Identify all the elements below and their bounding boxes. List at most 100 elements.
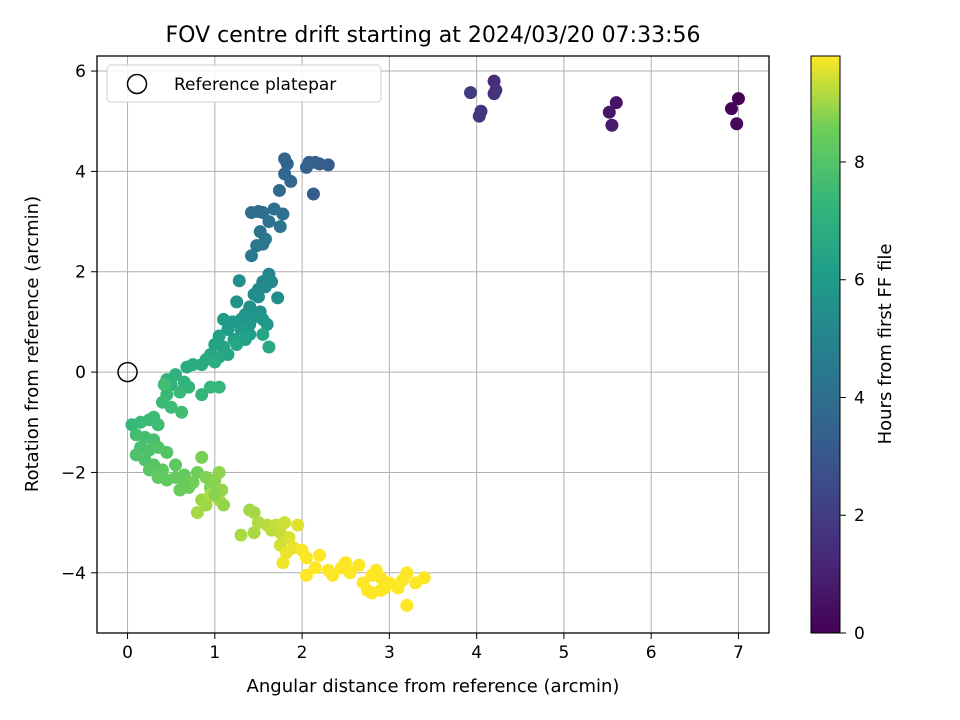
data-point — [724, 102, 738, 116]
reference-platepar-marker — [117, 361, 138, 383]
data-point — [605, 118, 619, 132]
data-point — [609, 96, 623, 110]
x-axis-ticks: 0 1 2 3 4 5 6 7 — [122, 633, 744, 663]
x-tick-label: 1 — [209, 643, 220, 663]
data-point — [230, 338, 244, 351]
data-point — [195, 388, 209, 402]
data-point — [273, 220, 287, 234]
x-tick-label: 2 — [297, 643, 308, 663]
colorbar-ticks: 0 2 4 6 8 — [840, 153, 865, 644]
data-point — [247, 506, 261, 520]
data-point — [417, 571, 431, 585]
data-point — [299, 551, 313, 565]
colorbar-tick-label: 0 — [854, 624, 865, 644]
colorbar-tick-label: 4 — [854, 388, 865, 408]
data-point — [256, 327, 270, 341]
data-point — [244, 206, 258, 220]
colorbar-gradient — [810, 55, 841, 634]
data-point — [169, 458, 183, 472]
data-point — [306, 187, 320, 201]
colorbar-tick-label: 2 — [854, 506, 865, 526]
data-point — [299, 568, 313, 582]
y-tick-label: 2 — [75, 263, 86, 283]
data-point — [730, 117, 744, 131]
data-point — [247, 526, 261, 540]
grid-lines — [97, 56, 769, 633]
data-point — [212, 380, 226, 394]
data-point — [151, 418, 165, 432]
data-point — [173, 385, 187, 399]
y-tick-label: −4 — [61, 564, 86, 584]
data-point — [212, 465, 226, 479]
data-point — [160, 445, 174, 459]
legend-label: Reference platepar — [174, 75, 336, 95]
data-point — [731, 92, 745, 106]
data-point — [299, 160, 313, 174]
legend: Reference platepar — [106, 64, 382, 103]
data-point — [276, 556, 290, 570]
y-tick-label: −2 — [61, 463, 86, 483]
data-point — [217, 312, 231, 326]
data-point — [151, 470, 165, 484]
data-point — [164, 400, 178, 414]
data-point — [276, 207, 290, 221]
data-point — [374, 583, 388, 597]
data-point — [260, 317, 274, 331]
data-point — [279, 546, 293, 560]
data-point — [190, 506, 204, 520]
data-point — [472, 109, 486, 123]
data-point — [232, 274, 246, 288]
y-axis-label: Rotation from reference (arcmin) — [22, 196, 43, 492]
y-tick-label: 4 — [75, 162, 86, 182]
x-axis-label: Angular distance from reference (arcmin) — [247, 676, 620, 697]
data-point — [278, 167, 292, 181]
y-axis-ticks: −4 −2 0 2 4 6 — [61, 62, 97, 584]
legend-marker — [126, 73, 148, 95]
data-point — [230, 295, 244, 309]
data-point — [313, 548, 327, 562]
data-point — [308, 561, 322, 575]
chart-title: FOV centre drift starting at 2024/03/20 … — [166, 23, 701, 48]
data-point — [489, 83, 503, 97]
colorbar-label: Hours from first FF file — [875, 244, 896, 445]
y-tick-label: 0 — [75, 363, 86, 383]
data-point — [464, 86, 478, 100]
colorbar-tick-label: 6 — [854, 271, 865, 291]
data-point — [157, 378, 171, 392]
data-point — [291, 518, 305, 532]
x-tick-label: 3 — [384, 643, 395, 663]
data-point — [352, 558, 366, 572]
data-point — [326, 568, 340, 582]
data-point — [175, 405, 189, 419]
x-tick-label: 6 — [646, 643, 657, 663]
data-point — [142, 463, 156, 477]
data-point — [282, 531, 296, 545]
data-point — [400, 566, 414, 580]
data-point — [256, 237, 270, 251]
colorbar: 0 2 4 6 8 Hours from first FF file — [810, 55, 896, 644]
data-point — [262, 215, 276, 229]
data-point — [251, 290, 265, 304]
data-point — [244, 249, 258, 263]
x-tick-label: 7 — [733, 643, 744, 663]
data-point — [278, 516, 292, 530]
data-point — [272, 183, 286, 197]
data-point — [208, 355, 222, 369]
data-point — [208, 488, 222, 502]
colorbar-tick-label: 8 — [854, 153, 865, 173]
data-point — [199, 498, 213, 512]
x-tick-label: 5 — [558, 643, 569, 663]
data-point — [602, 105, 616, 119]
data-point — [262, 340, 276, 354]
plot-area-frame — [96, 55, 770, 634]
legend-box — [106, 64, 382, 103]
data-point — [177, 478, 191, 492]
x-tick-label: 0 — [122, 643, 133, 663]
data-point — [217, 498, 231, 512]
data-points — [117, 74, 745, 612]
data-point — [343, 566, 357, 580]
data-point — [195, 450, 209, 464]
data-point — [339, 556, 353, 570]
data-point — [271, 291, 285, 305]
